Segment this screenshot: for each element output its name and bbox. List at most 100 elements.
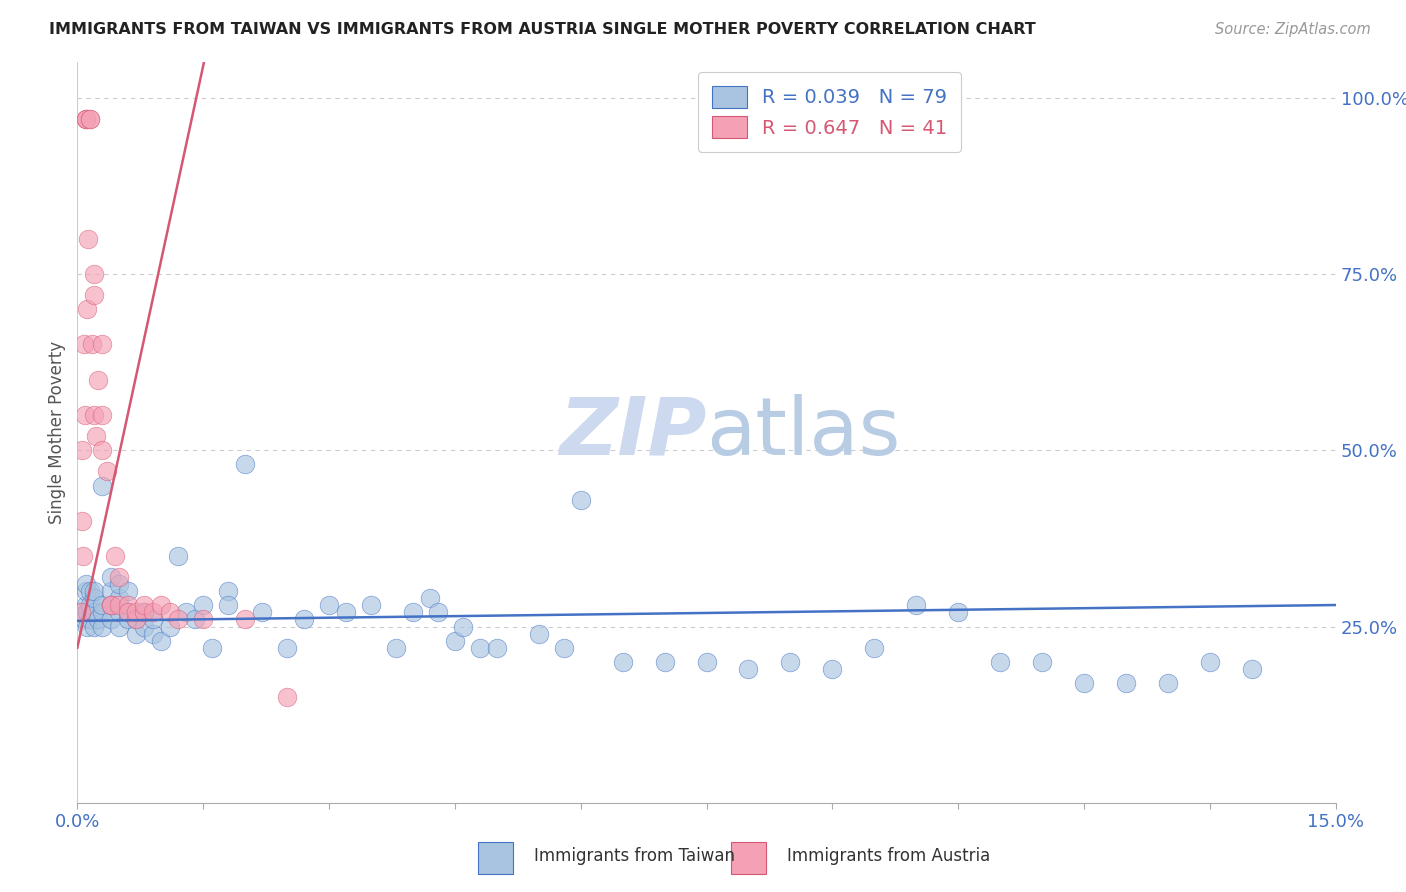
Point: [91, 606, 114, 620]
Point: [905, 599, 928, 613]
Point: [79, 112, 101, 126]
Point: [83, 584, 105, 599]
Point: [1073, 676, 1095, 690]
Point: [142, 612, 165, 626]
Point: [76, 619, 98, 633]
Point: [75, 584, 97, 599]
Point: [108, 570, 131, 584]
Point: [569, 492, 592, 507]
Point: [863, 640, 886, 655]
Point: [73, 408, 96, 422]
Point: [100, 584, 122, 599]
Point: [125, 612, 148, 626]
Point: [83, 408, 105, 422]
Point: [485, 640, 508, 655]
Point: [79, 112, 101, 126]
Point: [91, 619, 114, 633]
Point: [468, 640, 491, 655]
Point: [134, 606, 156, 620]
Y-axis label: Single Mother Poverty: Single Mother Poverty: [48, 341, 66, 524]
Point: [91, 443, 114, 458]
Point: [72, 443, 94, 458]
Point: [1240, 662, 1263, 676]
Point: [134, 619, 156, 633]
Point: [73, 337, 96, 351]
Point: [91, 599, 114, 613]
Point: [73, 612, 96, 626]
Point: [79, 599, 101, 613]
Point: [737, 662, 759, 676]
Point: [385, 640, 408, 655]
FancyBboxPatch shape: [731, 842, 766, 874]
Point: [75, 599, 97, 613]
Point: [167, 612, 190, 626]
Point: [75, 112, 97, 126]
Point: [159, 606, 181, 620]
Point: [76, 302, 98, 317]
Point: [276, 690, 298, 704]
Text: Source: ZipAtlas.com: Source: ZipAtlas.com: [1215, 22, 1371, 37]
Point: [79, 612, 101, 626]
Point: [75, 577, 97, 591]
Point: [159, 619, 181, 633]
Point: [142, 626, 165, 640]
Point: [91, 408, 114, 422]
Point: [83, 606, 105, 620]
Point: [104, 549, 127, 563]
Point: [76, 606, 98, 620]
Point: [70, 606, 93, 620]
Point: [91, 337, 114, 351]
Point: [419, 591, 441, 606]
Point: [108, 591, 131, 606]
Point: [83, 267, 105, 281]
Point: [80, 337, 103, 351]
Point: [1115, 676, 1137, 690]
Point: [108, 606, 131, 620]
Point: [117, 584, 139, 599]
Point: [176, 606, 198, 620]
Point: [318, 599, 340, 613]
Point: [150, 633, 173, 648]
Point: [83, 288, 105, 302]
Point: [75, 112, 97, 126]
Point: [276, 640, 298, 655]
Point: [150, 599, 173, 613]
Point: [108, 599, 131, 613]
Point: [72, 549, 94, 563]
FancyBboxPatch shape: [478, 842, 513, 874]
Point: [125, 626, 148, 640]
Point: [451, 619, 474, 633]
Text: Immigrants from Taiwan: Immigrants from Taiwan: [534, 847, 735, 865]
Text: atlas: atlas: [707, 393, 901, 472]
Point: [83, 591, 105, 606]
Point: [108, 577, 131, 591]
Text: ZIP: ZIP: [560, 393, 707, 472]
Point: [233, 458, 256, 472]
Point: [117, 606, 139, 620]
Point: [100, 599, 122, 613]
Point: [134, 599, 156, 613]
Point: [292, 612, 315, 626]
Point: [87, 373, 110, 387]
Point: [142, 606, 165, 620]
Point: [696, 655, 718, 669]
Point: [96, 464, 118, 478]
Point: [233, 612, 256, 626]
Point: [77, 232, 100, 246]
Point: [87, 612, 110, 626]
Point: [553, 640, 575, 655]
Point: [200, 640, 222, 655]
Point: [70, 514, 93, 528]
Point: [117, 606, 139, 620]
Point: [100, 599, 122, 613]
Point: [1199, 655, 1222, 669]
Point: [125, 612, 148, 626]
Point: [134, 606, 156, 620]
Point: [427, 606, 450, 620]
Point: [821, 662, 844, 676]
Point: [779, 655, 801, 669]
Point: [444, 633, 467, 648]
Point: [1031, 655, 1053, 669]
Point: [191, 612, 215, 626]
Legend: R = 0.039   N = 79, R = 0.647   N = 41: R = 0.039 N = 79, R = 0.647 N = 41: [699, 72, 962, 152]
